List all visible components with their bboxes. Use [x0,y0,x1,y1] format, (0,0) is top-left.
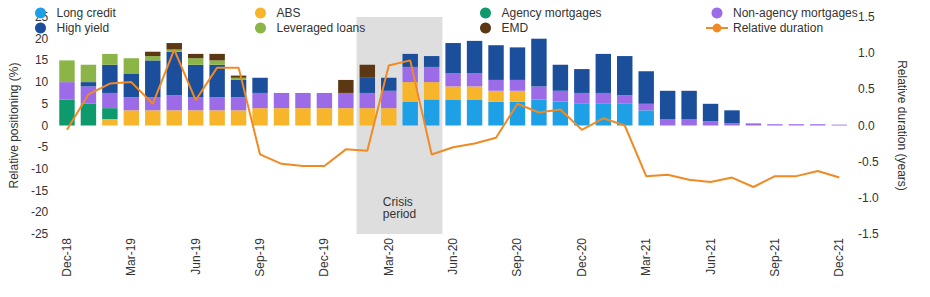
svg-text:Agency mortgages: Agency mortgages [502,6,602,20]
svg-text:Non-agency mortgages: Non-agency mortgages [733,6,858,20]
svg-text:Mar-19: Mar-19 [124,238,138,276]
svg-text:EMD: EMD [502,21,529,35]
svg-text:-5: -5 [38,140,49,154]
svg-text:Relative positioning (%): Relative positioning (%) [7,62,21,188]
svg-text:-25: -25 [31,227,49,241]
svg-text:Dec-19: Dec-19 [317,238,331,277]
svg-text:-1.5: -1.5 [858,227,879,241]
svg-text:Leveraged loans: Leveraged loans [277,21,366,35]
svg-text:0.0: 0.0 [858,119,875,133]
svg-text:Relative duration (years): Relative duration (years) [895,60,909,191]
svg-text:Sep-21: Sep-21 [768,238,782,277]
svg-text:-10: -10 [31,162,49,176]
svg-text:Dec-20: Dec-20 [575,238,589,277]
svg-text:-20: -20 [31,205,49,219]
svg-text:20: 20 [35,32,49,46]
svg-text:Dec-21: Dec-21 [832,238,846,277]
svg-text:Jun-21: Jun-21 [704,238,718,275]
svg-text:Sep-19: Sep-19 [253,238,267,277]
svg-text:5: 5 [42,97,49,111]
svg-text:Mar-21: Mar-21 [639,238,653,276]
svg-text:1.0: 1.0 [858,46,875,60]
svg-text:Sep-20: Sep-20 [510,238,524,277]
svg-text:0.5: 0.5 [858,82,875,96]
svg-text:Relative duration: Relative duration [733,21,823,35]
svg-text:Long credit: Long credit [57,6,117,20]
svg-text:ABS: ABS [277,6,301,20]
svg-text:Crisis: Crisis [382,195,417,209]
svg-text:15: 15 [35,53,49,67]
svg-text:-0.5: -0.5 [858,155,879,169]
svg-text:High yield: High yield [57,21,110,35]
svg-text:period: period [383,207,416,221]
svg-text:Jun-20: Jun-20 [446,238,460,275]
svg-text:Dec-18: Dec-18 [60,238,74,277]
svg-text:-1.0: -1.0 [858,191,879,205]
svg-text:10: 10 [35,75,49,89]
svg-text:Mar-20: Mar-20 [382,238,396,276]
svg-text:Jun-19: Jun-19 [189,238,203,275]
svg-text:0: 0 [42,119,49,133]
svg-text:-15: -15 [31,184,49,198]
svg-text:1.5: 1.5 [858,10,875,24]
